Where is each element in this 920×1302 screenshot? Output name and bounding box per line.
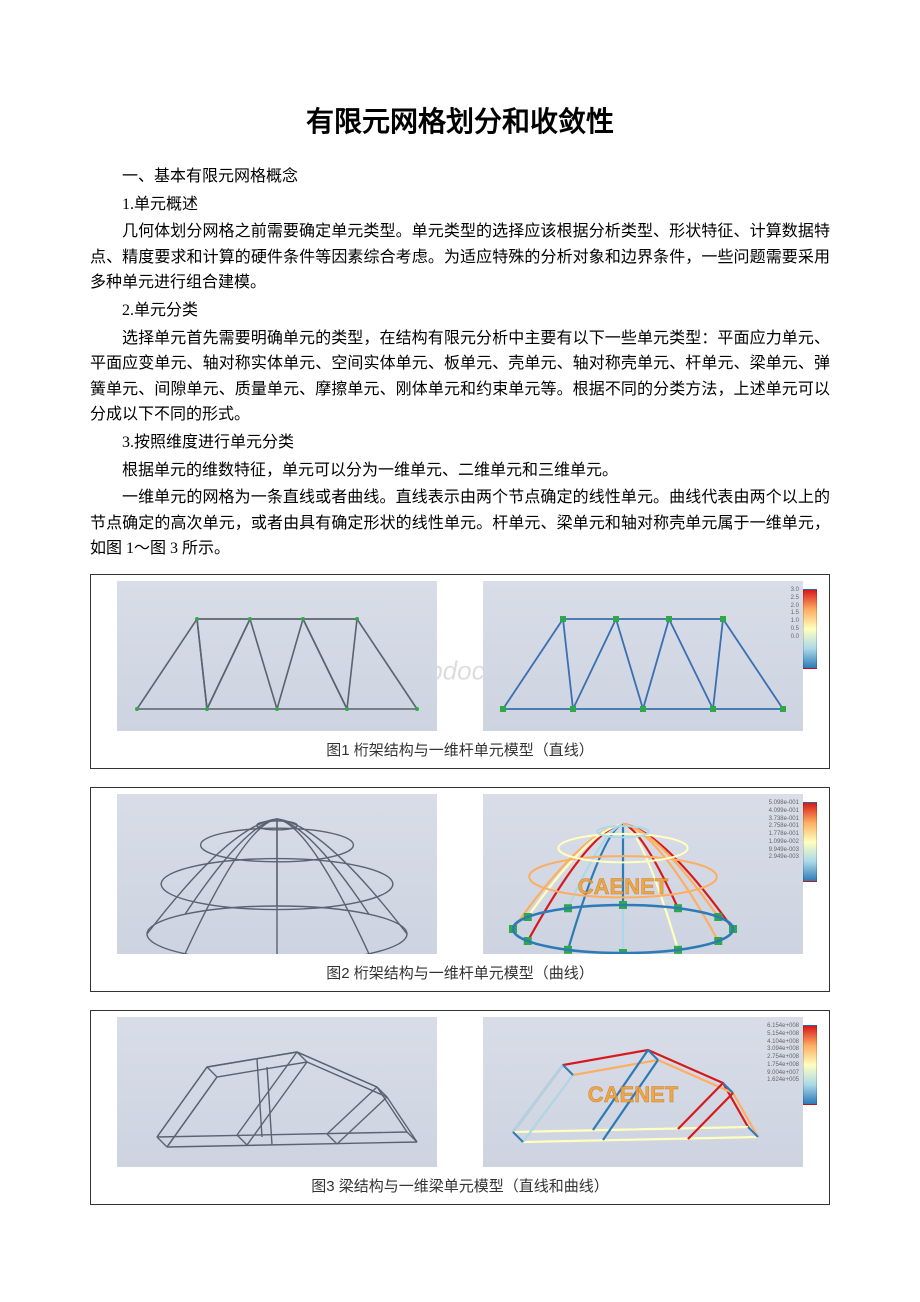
svg-text:CAENET: CAENET [578,874,669,899]
figure-3: CAENET6.154e+0085.154e+0084.104e+0083.09… [90,1010,830,1205]
svg-text:CAENET: CAENET [588,1082,679,1107]
paragraph: 根据单元的维数特征，单元可以分为一维单元、二维单元和三维单元。 [90,458,830,484]
figure-1-caption: 图1 桁架结构与一维杆单元模型（直线） [97,739,823,760]
figure-2-caption: 图2 桁架结构与一维杆单元模型（曲线） [97,962,823,983]
figure-2-right: CAENET5.098e-0014.099e-0013.738e-0012.75… [463,794,823,954]
paragraph: 选择单元首先需要明确单元的类型，在结构有限元分析中主要有以下一些单元类型：平面应… [90,326,830,428]
figure-1: www.bdocx.com 3.02.52.01.51.00.50.0 图1 桁… [90,574,830,769]
figure-1-left [97,581,457,731]
figure-2: CAENET5.098e-0014.099e-0013.738e-0012.75… [90,787,830,992]
paragraph: 几何体划分网格之前需要确定单元类型。单元类型的选择应该根据分析类型、形状特征、计… [90,219,830,296]
sub-heading-3: 3.按照维度进行单元分类 [90,430,830,456]
figure-3-left [97,1017,457,1167]
figure-2-left [97,794,457,954]
sub-heading-2: 2.单元分类 [90,298,830,324]
page-title: 有限元网格划分和收敛性 [90,100,830,140]
figure-3-right: CAENET6.154e+0085.154e+0084.104e+0083.09… [463,1017,823,1167]
paragraph: 一维单元的网格为一条直线或者曲线。直线表示由两个节点确定的线性单元。曲线代表由两… [90,485,830,562]
section-heading: 一、基本有限元网格概念 [90,164,830,190]
figure-3-caption: 图3 梁结构与一维梁单元模型（直线和曲线） [97,1175,823,1196]
figure-1-right: 3.02.52.01.51.00.50.0 [463,581,823,731]
sub-heading-1: 1.单元概述 [90,192,830,218]
